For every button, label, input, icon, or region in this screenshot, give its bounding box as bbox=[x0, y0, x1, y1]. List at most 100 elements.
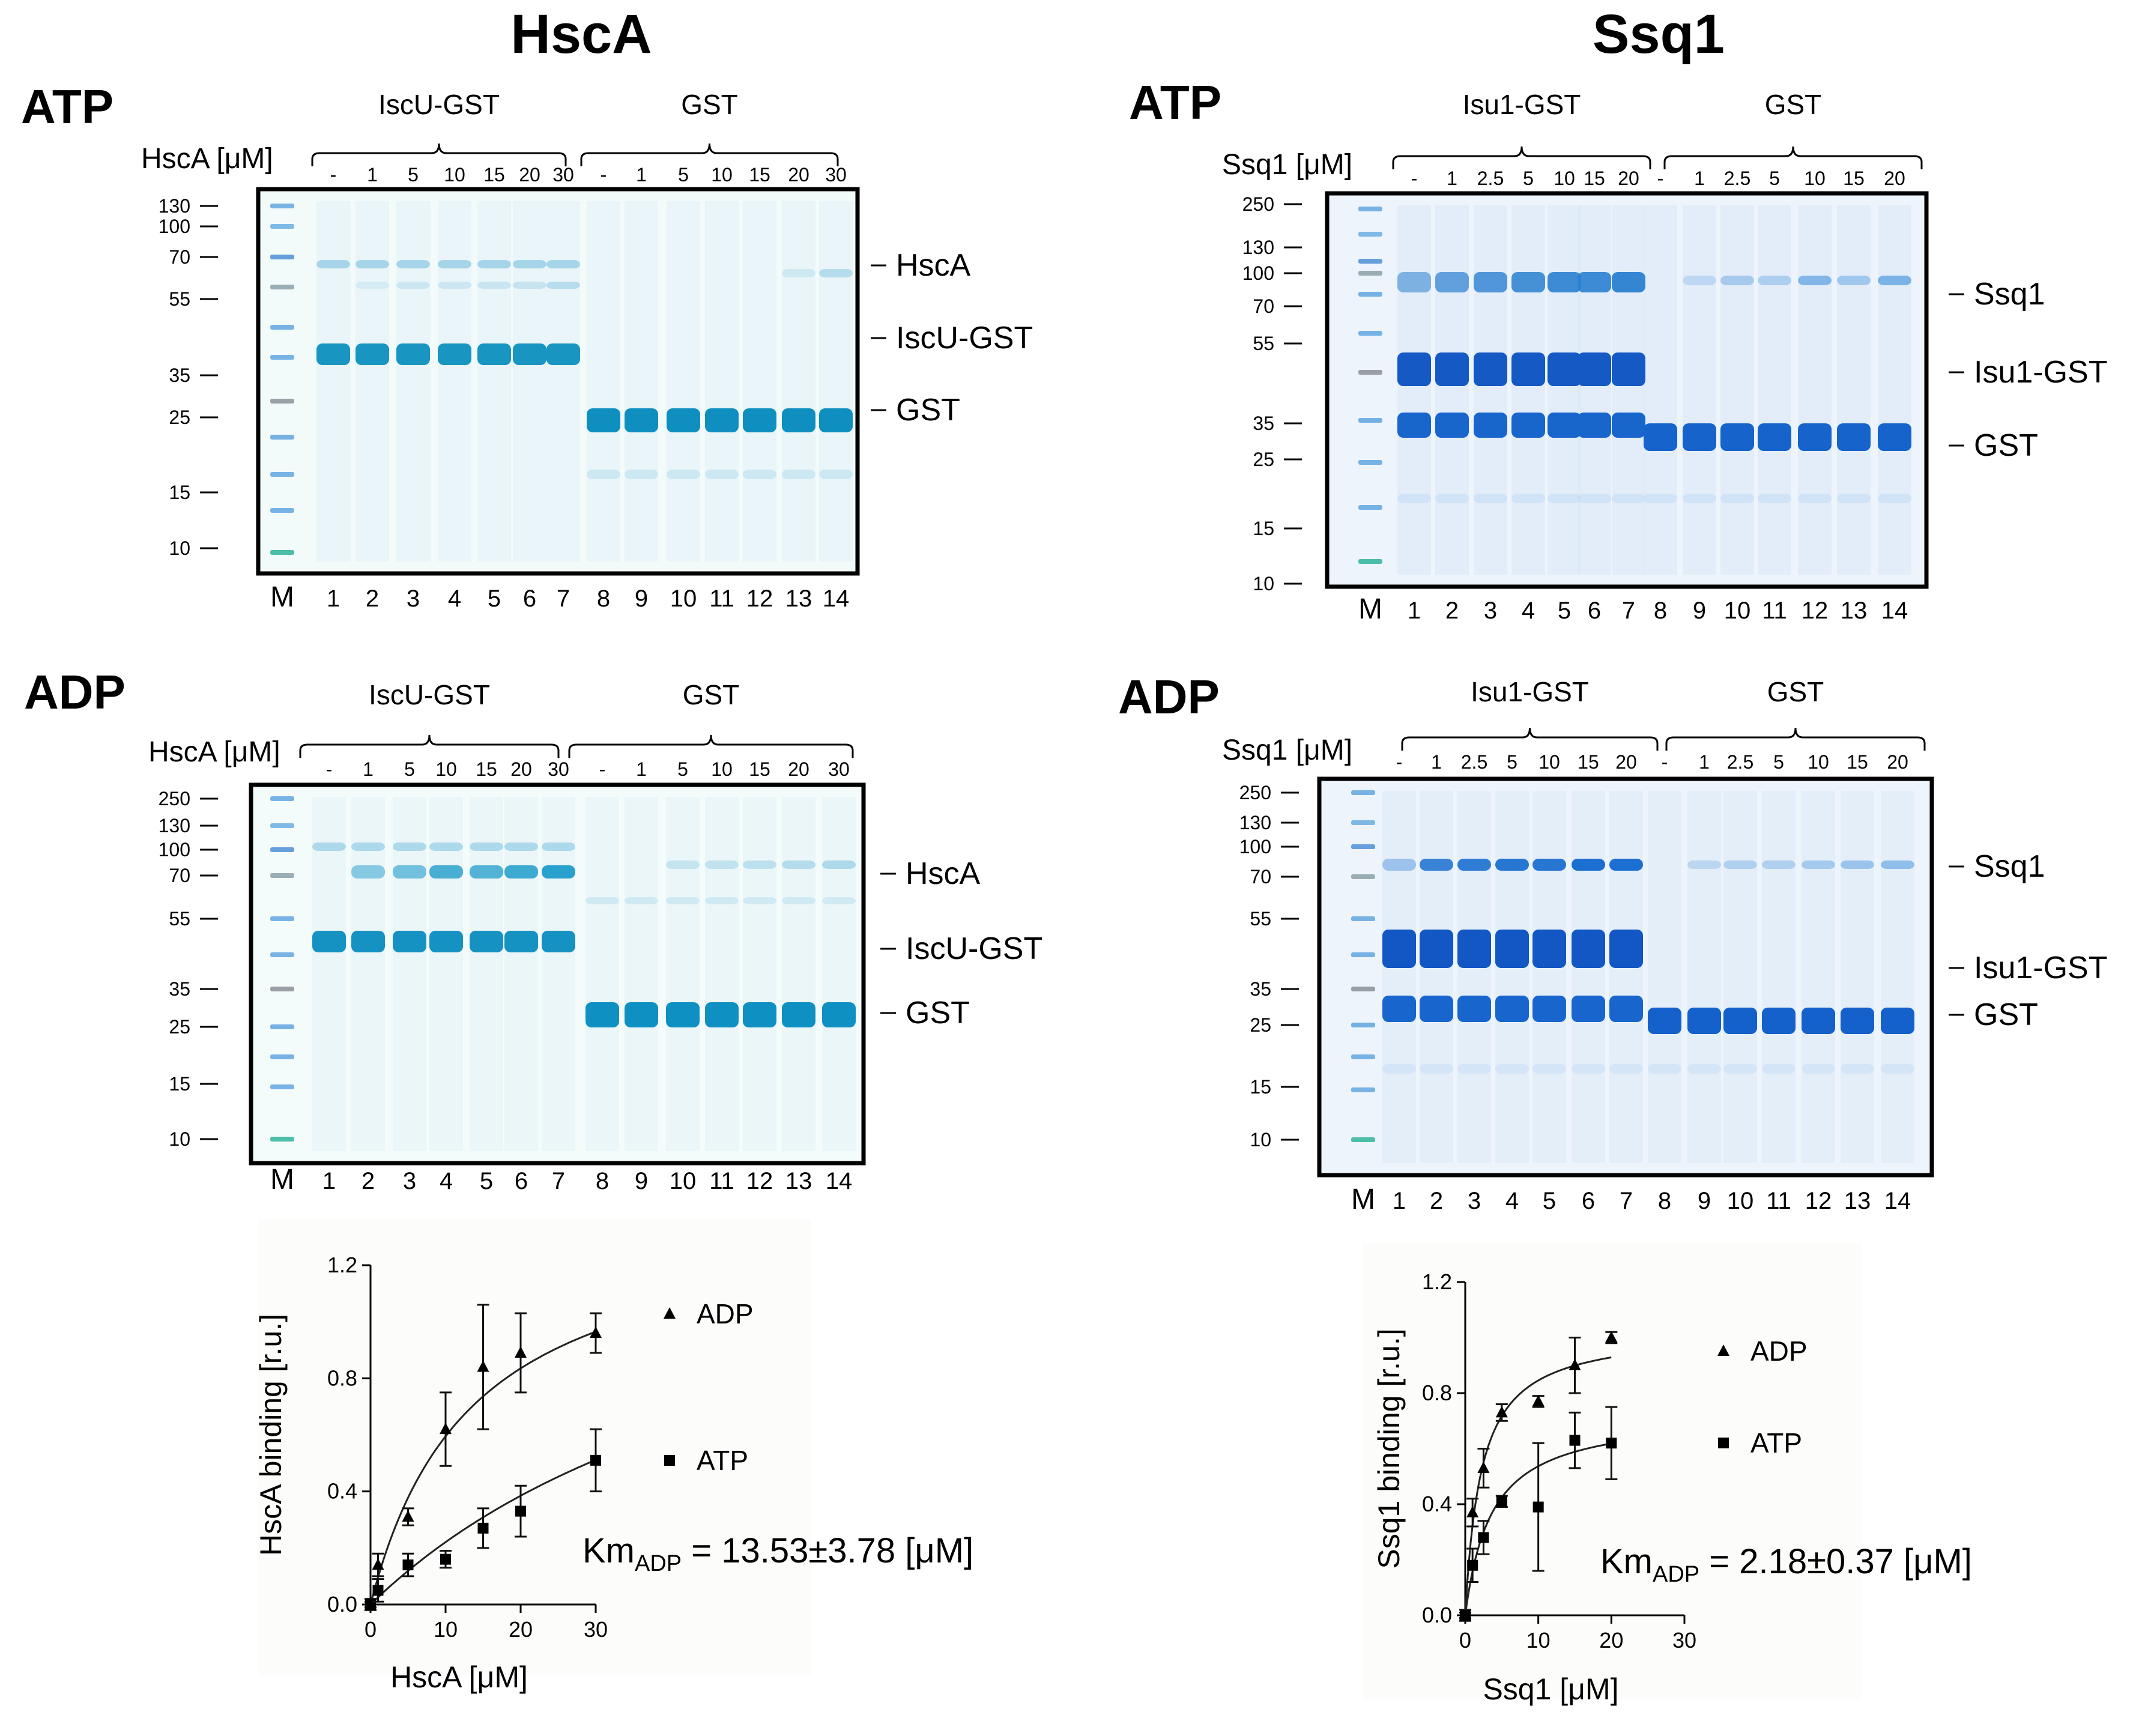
lane-smear bbox=[705, 201, 739, 561]
protein-band bbox=[1683, 494, 1716, 503]
ladder-band bbox=[1351, 1137, 1375, 1142]
protein-band bbox=[743, 408, 776, 432]
lane-number: 13 bbox=[785, 585, 812, 612]
bracket bbox=[580, 143, 839, 166]
protein-band bbox=[1644, 423, 1677, 451]
protein-band bbox=[396, 260, 430, 268]
lane-smear bbox=[429, 797, 463, 1151]
band-label: Ssq1 bbox=[1974, 849, 2045, 884]
protein-band bbox=[351, 865, 385, 879]
lane-number: 4 bbox=[440, 1168, 453, 1194]
ladder-band bbox=[270, 1024, 294, 1029]
marker-size-label: 15 bbox=[169, 1073, 190, 1095]
lane-number: 9 bbox=[635, 585, 648, 612]
protein-band bbox=[1511, 352, 1545, 386]
lane-number: 14 bbox=[1884, 1188, 1911, 1214]
concentration-value: 1 bbox=[636, 758, 647, 780]
protein-band bbox=[513, 343, 546, 365]
protein-band bbox=[1609, 930, 1643, 968]
x-tick-label: 30 bbox=[584, 1617, 608, 1642]
chart-background bbox=[258, 1219, 811, 1675]
lane-number: 1 bbox=[322, 1168, 336, 1194]
marker-size-label: 25 bbox=[1250, 1014, 1271, 1036]
concentration-value: 5 bbox=[1769, 168, 1780, 189]
protein-band bbox=[316, 260, 350, 268]
marker-size-label: 15 bbox=[1250, 1076, 1271, 1098]
lane-number: 8 bbox=[597, 585, 610, 612]
protein-band bbox=[1572, 930, 1605, 968]
ladder-band bbox=[1358, 259, 1382, 264]
ladder-band bbox=[1351, 952, 1375, 957]
gel-border bbox=[1317, 776, 1934, 1178]
protein-band bbox=[1495, 859, 1529, 871]
lane-smear bbox=[1397, 205, 1431, 575]
concentration-value: 20 bbox=[788, 758, 809, 780]
protein-band bbox=[1648, 1064, 1681, 1074]
lane-smear bbox=[782, 201, 815, 561]
lane-smear bbox=[1644, 205, 1677, 575]
data-point-adp bbox=[1532, 1394, 1545, 1406]
ladder-band bbox=[1358, 331, 1382, 336]
concentration-value: 10 bbox=[1538, 751, 1560, 773]
protein-band bbox=[351, 842, 385, 851]
lane-number: 9 bbox=[635, 1168, 648, 1194]
lane-smear bbox=[470, 797, 503, 1151]
protein-band bbox=[542, 842, 575, 851]
lane-number: 11 bbox=[1762, 597, 1787, 624]
lane-number: 9 bbox=[1698, 1188, 1711, 1214]
protein-band bbox=[477, 282, 511, 289]
lane-smear bbox=[1382, 791, 1416, 1163]
concentration-value: 30 bbox=[825, 164, 847, 186]
ladder-band bbox=[1358, 418, 1382, 423]
x-tick-label: 10 bbox=[434, 1617, 458, 1642]
protein-band bbox=[513, 260, 546, 268]
band-label: GST bbox=[906, 996, 970, 1030]
data-point-atp bbox=[1606, 1438, 1617, 1449]
protein-band bbox=[429, 865, 463, 879]
chart-background bbox=[1363, 1243, 1862, 1699]
protein-band bbox=[1511, 272, 1545, 292]
data-point-adp bbox=[1477, 1461, 1490, 1473]
concentration-value: 10 bbox=[1804, 168, 1826, 189]
lane-number: 1 bbox=[1408, 597, 1421, 624]
legend-label: ATP bbox=[1750, 1427, 1802, 1459]
protein-band bbox=[1802, 1008, 1835, 1034]
protein-band bbox=[743, 897, 776, 904]
lane-number: 3 bbox=[1468, 1188, 1481, 1214]
lane-smear bbox=[1495, 791, 1529, 1163]
protein-band bbox=[1609, 1064, 1643, 1074]
concentration-value: 15 bbox=[749, 758, 770, 780]
bracket bbox=[1665, 727, 1926, 751]
marker-size-label: 70 bbox=[169, 865, 190, 886]
marker-size-label: 100 bbox=[1242, 262, 1274, 284]
marker-size-label: 130 bbox=[159, 195, 190, 217]
concentration-value: 20 bbox=[1615, 751, 1637, 773]
ladder-band bbox=[270, 1137, 294, 1142]
protein-band bbox=[782, 897, 815, 904]
marker-size-label: 55 bbox=[1253, 333, 1274, 354]
protein-band bbox=[1532, 1064, 1566, 1074]
protein-band bbox=[477, 343, 511, 365]
ladder-band bbox=[270, 399, 294, 404]
ladder-band bbox=[270, 435, 294, 440]
protein-band bbox=[1578, 494, 1611, 503]
lane-number: 12 bbox=[1805, 1188, 1832, 1214]
ladder-band bbox=[270, 285, 294, 289]
bracket bbox=[1663, 146, 1923, 169]
bracket bbox=[311, 143, 567, 166]
data-point-atp bbox=[1478, 1532, 1489, 1543]
protein-band bbox=[666, 1002, 700, 1027]
marker-lane-label: M bbox=[270, 581, 294, 613]
protein-band bbox=[1548, 272, 1581, 292]
lane-number: 14 bbox=[826, 1168, 853, 1194]
ladder-band bbox=[270, 355, 294, 360]
ladder-band bbox=[1358, 559, 1382, 564]
data-point-atp bbox=[372, 1585, 384, 1596]
protein-band bbox=[1397, 352, 1431, 386]
marker-size-label: 25 bbox=[1253, 449, 1274, 470]
lane-smear bbox=[1762, 791, 1796, 1163]
protein-band bbox=[1881, 860, 1914, 869]
lane-smear bbox=[1457, 791, 1491, 1163]
data-point-atp bbox=[590, 1454, 601, 1466]
